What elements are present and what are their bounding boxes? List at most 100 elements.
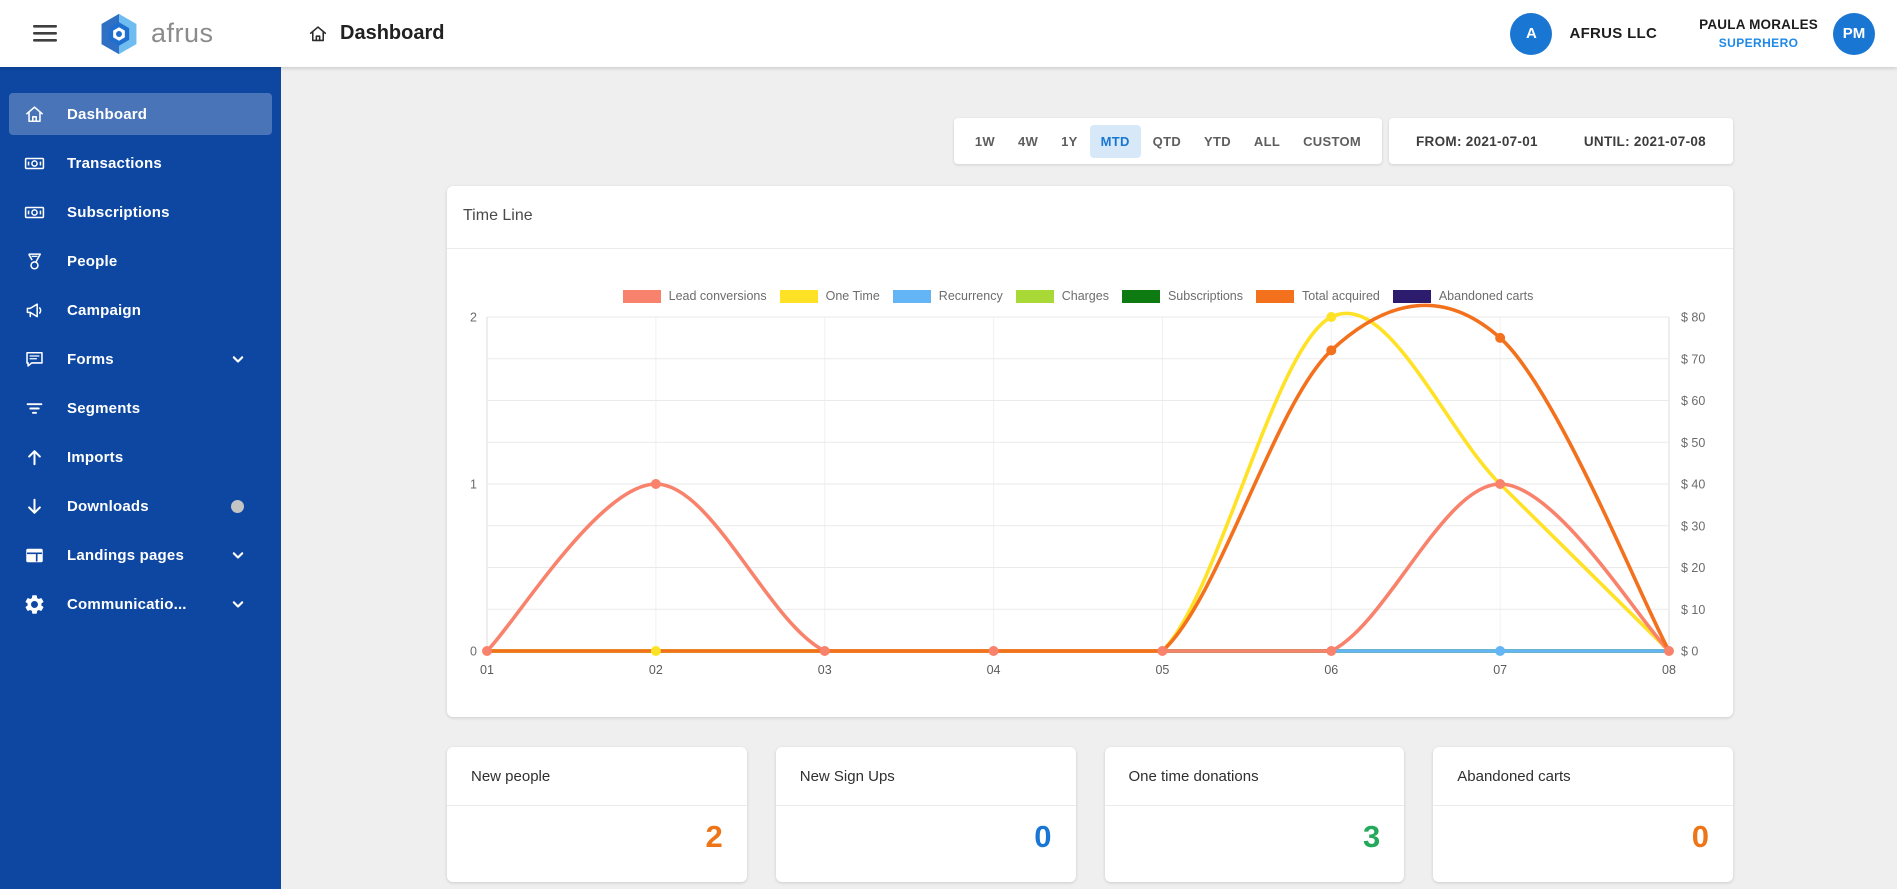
user-name: PAULA MORALES [1699, 17, 1818, 32]
chevron-down-icon[interactable] [228, 594, 248, 614]
home-icon [22, 102, 46, 126]
data-point-marker [988, 646, 999, 656]
range-mtd[interactable]: MTD [1089, 124, 1141, 158]
date-filters: 1W 4W 1Y MTD QTD YTD ALL CUSTOM FROM: 20… [447, 118, 1733, 164]
chart-legend: Lead conversions One Time Recurrency Charge… [487, 289, 1669, 303]
card-value: 0 [1034, 819, 1052, 854]
arrow-up-icon [22, 445, 46, 469]
card-one-time-donations: One time donations 3 [1104, 747, 1405, 882]
legend-item[interactable]: Lead conversions [622, 289, 767, 303]
page-title: Dashboard [307, 22, 444, 45]
svg-text:03: 03 [818, 663, 832, 677]
svg-text:$ 10: $ 10 [1681, 603, 1705, 617]
sidebar-item-dashboard[interactable]: Dashboard [9, 93, 272, 135]
gear-icon [22, 592, 46, 616]
data-point-marker [650, 479, 661, 489]
sidebar-nav: Dashboard Transactions Subscriptions [0, 67, 281, 889]
home-icon [309, 25, 327, 41]
range-selector: 1W 4W 1Y MTD QTD YTD ALL CUSTOM [953, 118, 1382, 164]
range-4w[interactable]: 4W [1007, 125, 1049, 158]
series-line-one-time [485, 311, 1671, 653]
legend-item[interactable]: One Time [779, 289, 880, 303]
data-point-marker [1664, 646, 1674, 656]
sidebar-item-segments[interactable]: Segments [9, 387, 272, 429]
banknote-icon [22, 151, 46, 175]
sidebar-item-subscriptions[interactable]: Subscriptions [9, 191, 272, 233]
until-date[interactable]: UNTIL: 2021-07-08 [1583, 133, 1706, 149]
card-new-people: New people 2 [447, 747, 747, 882]
data-point-marker [1495, 479, 1506, 489]
megaphone-icon [22, 298, 46, 322]
card-value: 0 [1691, 819, 1709, 854]
org-name[interactable]: AFRUS LLC [1569, 25, 1658, 42]
legend-swatch [622, 289, 661, 303]
svg-text:04: 04 [987, 663, 1001, 677]
svg-text:1: 1 [470, 478, 477, 492]
svg-text:$ 20: $ 20 [1681, 561, 1705, 575]
svg-text:0: 0 [470, 645, 477, 659]
legend-item[interactable]: Abandoned carts [1392, 289, 1533, 303]
chevron-down-icon[interactable] [228, 545, 248, 565]
top-bar: afrus Dashboard A AFRUS LLC PAULA MORALE… [0, 0, 1897, 67]
svg-text:06: 06 [1324, 663, 1338, 677]
legend-swatch [1392, 289, 1431, 303]
summary-cards: New people 2 New Sign Ups 0 One time don… [447, 747, 1733, 882]
app-name: afrus [151, 18, 214, 48]
sidebar-item-imports[interactable]: Imports [9, 436, 272, 478]
chevron-down-icon[interactable] [228, 349, 248, 369]
sidebar-item-downloads[interactable]: Downloads [9, 485, 272, 527]
svg-text:2: 2 [470, 311, 477, 325]
from-date[interactable]: FROM: 2021-07-01 [1416, 133, 1538, 149]
sidebar-item-transactions[interactable]: Transactions [9, 142, 272, 184]
legend-swatch [779, 289, 818, 303]
card-value: 3 [1363, 819, 1381, 854]
user-role: SUPERHERO [1718, 36, 1799, 50]
svg-text:08: 08 [1662, 663, 1676, 677]
legend-label: Total acquired [1302, 289, 1380, 303]
downloads-badge [231, 499, 244, 513]
main-content: 1W 4W 1Y MTD QTD YTD ALL CUSTOM FROM: 20… [281, 67, 1897, 889]
svg-text:$ 80: $ 80 [1681, 311, 1705, 325]
sidebar-item-campaign[interactable]: Campaign [9, 289, 272, 331]
legend-item[interactable]: Subscriptions [1121, 289, 1243, 303]
legend-swatch [892, 289, 931, 303]
legend-item[interactable]: Total acquired [1256, 289, 1380, 303]
card-abandoned-carts: Abandoned carts 0 [1433, 747, 1733, 882]
legend-swatch [1015, 289, 1054, 303]
card-value: 2 [705, 819, 723, 854]
topbar-brand-area: afrus [0, 11, 281, 57]
data-point-marker [1495, 332, 1506, 343]
range-custom[interactable]: CUSTOM [1292, 125, 1372, 158]
sidebar-item-communications[interactable]: Communicatio... [9, 583, 272, 625]
range-all[interactable]: ALL [1243, 125, 1291, 158]
afrus-logo[interactable]: afrus [96, 11, 214, 57]
svg-text:$ 40: $ 40 [1681, 478, 1705, 492]
data-point-marker [1157, 646, 1168, 656]
sidebar-item-forms[interactable]: Forms [9, 338, 272, 380]
medal-icon [22, 249, 46, 273]
range-1w[interactable]: 1W [964, 125, 1006, 158]
hamburger-menu-icon[interactable] [33, 23, 58, 44]
data-point-marker [1495, 646, 1506, 656]
sidebar-item-landings-pages[interactable]: Landings pages [9, 534, 272, 576]
sidebar-item-people[interactable]: People [9, 240, 272, 282]
user-info[interactable]: PAULA MORALES SUPERHERO [1699, 17, 1818, 50]
series-line-total-acquired [485, 303, 1671, 653]
svg-text:02: 02 [649, 663, 663, 677]
range-qtd[interactable]: QTD [1142, 125, 1192, 158]
range-ytd[interactable]: YTD [1193, 125, 1242, 158]
timeline-title: Time Line [447, 186, 1733, 249]
svg-text:$ 70: $ 70 [1681, 352, 1705, 366]
legend-swatch [1121, 289, 1160, 303]
arrow-down-icon [22, 494, 46, 518]
legend-item[interactable]: Charges [1015, 289, 1109, 303]
timeline-chart-svg: 2 1 0 $ 80 $ 70 $ 60 $ 50 $ 40 $ 30 $ 20 $ 10 $ 0 01… [470, 303, 1705, 677]
filter-icon [22, 396, 46, 420]
legend-item[interactable]: Recurrency [892, 289, 1003, 303]
range-1y[interactable]: 1Y [1050, 125, 1089, 158]
user-avatar[interactable]: PM [1833, 12, 1875, 55]
card-new-sign-ups: New Sign Ups 0 [775, 747, 1076, 882]
org-avatar[interactable]: A [1510, 12, 1553, 55]
topbar-user-area: A AFRUS LLC PAULA MORALES SUPERHERO PM [1510, 12, 1897, 55]
